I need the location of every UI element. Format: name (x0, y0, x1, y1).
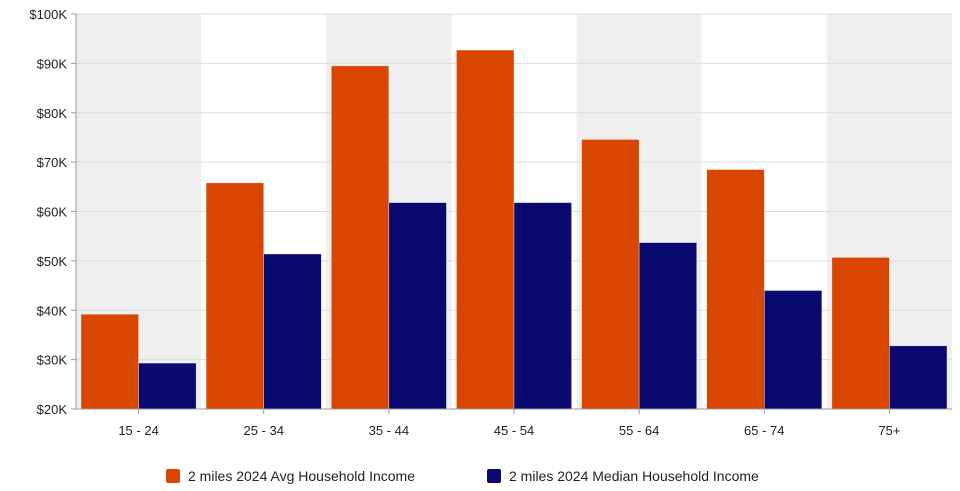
x-tick-label: 65 - 74 (744, 423, 784, 438)
bar-median-income (513, 202, 572, 410)
y-tick-label: $50K (37, 254, 68, 269)
x-axis-ticks: 15 - 24 25 - 34 35 - 44 45 - 54 55 - 64 65 - … (118, 409, 900, 438)
legend: 2 miles 2024 Avg Household Income 2 miles… (166, 468, 759, 484)
x-tick-label: 75+ (878, 423, 900, 438)
bars (80, 49, 948, 410)
bar-median-income (388, 202, 447, 410)
x-tick-label: 35 - 44 (369, 423, 409, 438)
x-tick-label: 15 - 24 (118, 423, 158, 438)
y-tick-label: $90K (37, 56, 68, 71)
bar-median-income (763, 290, 823, 410)
bar-avg-income (706, 169, 765, 410)
y-tick-label: $70K (37, 155, 68, 170)
bar-avg-income (581, 139, 640, 410)
bar-median-income (263, 253, 322, 410)
legend-label: 2 miles 2024 Avg Household Income (188, 468, 415, 484)
y-axis-ticks: $20K $30K $40K $50K $60K $70K $80K $90K $100K (29, 7, 76, 417)
y-tick-label: $80K (37, 106, 68, 121)
y-tick-label: $20K (37, 402, 68, 417)
bar-avg-income (456, 49, 515, 410)
bar-avg-income (330, 65, 390, 410)
legend-swatch (166, 469, 180, 483)
bar-avg-income (205, 182, 265, 410)
y-tick-label: $30K (37, 353, 68, 368)
bar-median-income (889, 345, 948, 410)
legend-label: 2 miles 2024 Median Household Income (509, 468, 759, 484)
legend-swatch (487, 469, 501, 483)
bar-median-income (138, 362, 197, 410)
bar-avg-income (831, 257, 890, 410)
x-tick-label: 45 - 54 (494, 423, 534, 438)
bar-avg-income (80, 313, 139, 410)
y-tick-label: $60K (37, 205, 68, 220)
x-tick-label: 25 - 34 (243, 423, 283, 438)
bar-median-income (638, 242, 698, 410)
y-tick-label: $40K (37, 303, 68, 318)
x-tick-label: 55 - 64 (619, 423, 659, 438)
y-tick-label: $100K (29, 7, 67, 22)
